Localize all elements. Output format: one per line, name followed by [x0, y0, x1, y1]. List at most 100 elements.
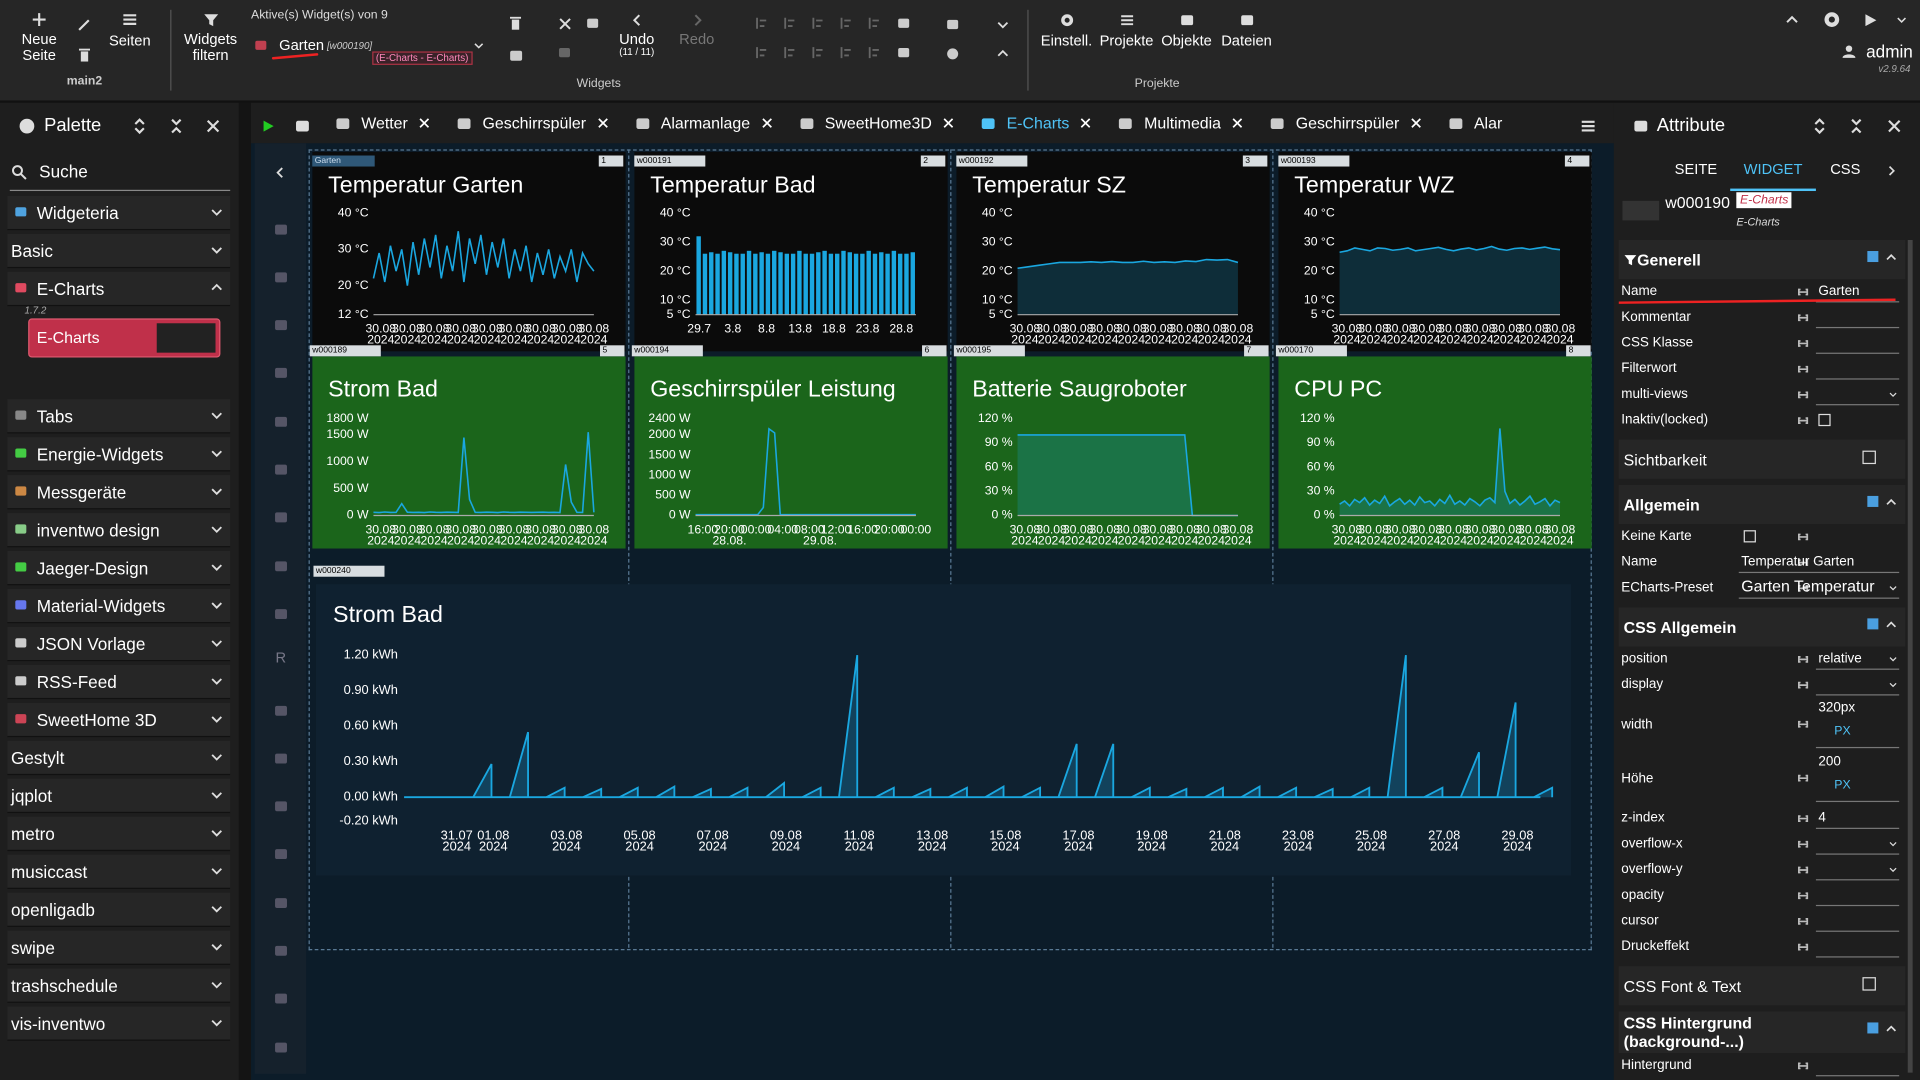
widget-number[interactable]: 4 [1564, 155, 1590, 167]
icon [1797, 339, 1808, 347]
input-underline[interactable] [1815, 930, 1900, 932]
attribute-value: 320px [1818, 700, 1856, 716]
widget-tag[interactable]: Garten [312, 155, 376, 167]
palette-group[interactable]: Jaeger-Design [7, 551, 231, 586]
widget-number[interactable]: 5 [600, 345, 625, 357]
section-header[interactable]: CSS Hintergrund (background-...) [1618, 1011, 1906, 1054]
section-header[interactable]: CSS Font & Text [1618, 966, 1906, 1006]
tab[interactable]: Wetter [322, 114, 443, 132]
search-input[interactable]: Suche [39, 161, 88, 182]
input-underline[interactable] [1738, 571, 1900, 574]
button-label[interactable]: Seiten [108, 31, 151, 49]
icon-part [1797, 558, 1808, 566]
widget-number[interactable]: 1 [598, 155, 624, 167]
widget-tag[interactable]: w000195 [953, 345, 1026, 357]
widget-tag[interactable]: w000189 [309, 345, 382, 357]
palette-group[interactable]: SweetHome 3D [7, 702, 231, 738]
button-label[interactable]: Neue Seite [21, 30, 57, 64]
section-header[interactable]: Allgemein [1618, 484, 1906, 525]
button-label[interactable]: Undo [619, 30, 655, 48]
section-header[interactable]: CSS Allgemein [1618, 607, 1906, 647]
bar [822, 250, 827, 315]
tab[interactable]: SweetHome3D [786, 114, 968, 132]
button-label[interactable]: Dateien [1221, 31, 1272, 49]
x-tick-label: 13.08 [916, 828, 948, 843]
palette-group[interactable]: Gestylt [7, 740, 231, 776]
palette-group[interactable]: jqplot [7, 778, 231, 814]
section-header[interactable]: Sichtbarkeit [1618, 439, 1906, 479]
widget-tag[interactable]: w000191 [634, 155, 706, 167]
widget-number[interactable]: 2 [920, 155, 946, 167]
button-label[interactable]: Redo [679, 30, 715, 48]
button-label[interactable]: Projekte [1099, 31, 1154, 49]
input-underline[interactable] [1815, 746, 1900, 749]
widget-tag[interactable]: w000170 [1275, 345, 1348, 357]
tab[interactable]: Multimedia [1105, 114, 1257, 132]
widget-tag[interactable]: w000192 [956, 155, 1028, 167]
input-underline[interactable] [1815, 904, 1900, 907]
tab[interactable]: WIDGET [1743, 160, 1803, 178]
input-underline[interactable] [1815, 378, 1900, 380]
tab[interactable]: CSS [1830, 160, 1861, 178]
icon [274, 320, 287, 331]
palette-group[interactable]: Energie-Widgets [7, 437, 231, 472]
button-label[interactable]: Objekte [1161, 31, 1212, 49]
palette-item[interactable]: E-Charts [28, 318, 221, 358]
tab[interactable]: E-Charts [967, 114, 1105, 132]
tab[interactable]: Geschirrspüler [1257, 114, 1435, 132]
palette-group[interactable]: RSS-Feed [7, 664, 231, 700]
user-name[interactable]: admin [1866, 41, 1913, 62]
palette-group[interactable]: metro [7, 816, 231, 852]
palette-group[interactable]: inventwo design [7, 513, 231, 548]
x-tick-sublabel: 2024 [1440, 333, 1467, 347]
widget-number[interactable]: 7 [1244, 345, 1269, 357]
input-underline[interactable] [1815, 956, 1900, 958]
palette-group[interactable]: Widgeteria [7, 195, 231, 231]
checkbox[interactable] [1818, 413, 1831, 427]
palette-group[interactable]: Tabs [7, 399, 231, 434]
tab[interactable]: SEITE [1674, 160, 1718, 178]
area [1017, 434, 1238, 516]
widget-select[interactable]: Garten [279, 36, 325, 54]
input-underline[interactable] [1815, 301, 1900, 303]
x-tick-label: 27.08 [1428, 828, 1460, 843]
palette-group[interactable]: musiccast [7, 854, 231, 889]
input-underline[interactable] [1815, 326, 1900, 329]
palette-group[interactable]: Messgeräte [7, 475, 231, 510]
input-underline[interactable] [1738, 597, 1900, 599]
input-underline[interactable] [1815, 853, 1900, 855]
palette-group[interactable]: openligadb [7, 892, 231, 927]
section-checkbox [1862, 450, 1876, 465]
widget-number[interactable]: 8 [1566, 345, 1591, 357]
input-underline[interactable] [1815, 800, 1900, 803]
input-underline[interactable] [1815, 1075, 1900, 1077]
button-label[interactable]: Widgets filtern [184, 30, 238, 64]
button-label[interactable]: Einstell. [1040, 31, 1093, 49]
palette-group[interactable]: JSON Vorlage [7, 626, 231, 662]
icon-part [78, 19, 90, 31]
input-underline[interactable] [1815, 827, 1900, 829]
input-underline[interactable] [1815, 404, 1900, 406]
palette-group[interactable]: swipe [7, 930, 231, 965]
palette-group[interactable]: vis-inventwo [7, 1006, 231, 1041]
input-underline[interactable] [1815, 668, 1900, 670]
widget-tag[interactable]: w000193 [1278, 155, 1350, 167]
input-underline[interactable] [1815, 694, 1900, 696]
section-header[interactable]: Generell [1618, 240, 1906, 280]
palette-group[interactable]: Material-Widgets [7, 588, 231, 624]
tab[interactable]: Alar [1435, 114, 1515, 132]
input-underline[interactable] [1815, 879, 1900, 881]
group-name: openligadb [11, 900, 95, 920]
tab[interactable]: Geschirrspüler [443, 114, 621, 132]
tab[interactable]: Alarmanlage [622, 114, 786, 132]
palette-group[interactable]: trashschedule [7, 968, 231, 1003]
input-underline[interactable] [1815, 352, 1900, 354]
checkbox[interactable] [1743, 530, 1756, 543]
widget-tag[interactable]: w000194 [631, 345, 704, 357]
widget-number[interactable]: 3 [1242, 155, 1268, 167]
palette-group[interactable]: Basic [7, 233, 231, 269]
unit: PX [1834, 778, 1851, 793]
palette-group[interactable]: E-Charts [7, 271, 231, 307]
widget-tag[interactable]: w000240 [313, 565, 386, 577]
widget-number[interactable]: 6 [922, 345, 947, 357]
